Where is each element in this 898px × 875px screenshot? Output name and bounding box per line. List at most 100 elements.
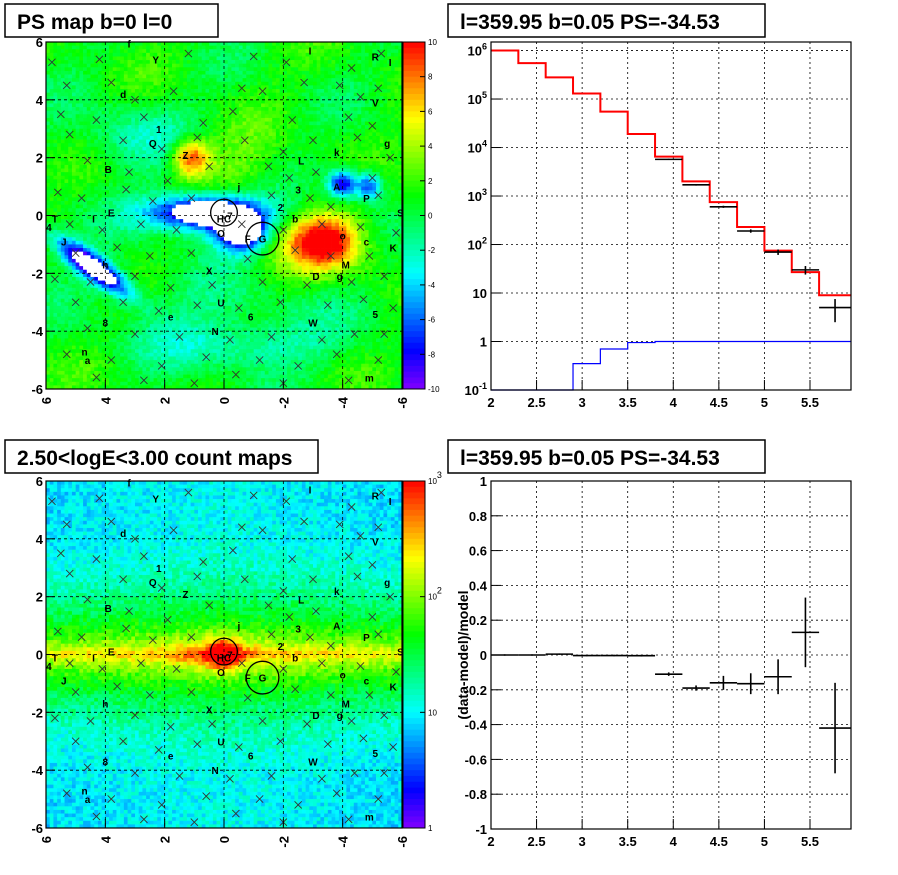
source-label: 1 [156,125,162,136]
source-label: 2 [278,203,284,214]
source-label: g [337,711,343,722]
source-label: E [108,209,115,220]
y-tick-label: 2 [36,590,43,605]
x-tick-label: 0 [217,836,232,843]
colorbar-cell [403,556,425,562]
source-label: I [92,653,95,664]
y-tick-label: -4 [31,763,43,778]
colorbar-cell [403,666,425,672]
colorbar-label: 10 [428,708,437,717]
source-label: Y [152,55,159,66]
source-label: W [308,318,318,329]
colorbar-cell [403,545,425,551]
colorbar-cell [403,82,425,88]
source-label: Z [182,151,188,162]
source-label: 8 [103,318,109,329]
source-label: k [334,587,340,598]
x-tick-label: 5 [761,834,768,849]
colorbar-cell [403,660,425,666]
colorbar-cell [403,504,425,510]
x-tick-label: 0 [217,397,232,404]
source-label: 6 [248,313,254,324]
colorbar-cell [403,77,425,83]
colorbar-cell [403,175,425,181]
colorbar-label: 10 [428,38,437,47]
source-label: F [245,674,251,685]
colorbar-cell [403,152,425,158]
colorbar-cell [403,285,425,291]
source-label: O [217,668,225,679]
colorbar-cell [403,741,425,747]
source-label: L [298,157,304,168]
colorbar-cell [403,291,425,297]
source-label: e [168,752,174,763]
x-tick-label: 2.5 [528,834,546,849]
spectrum-series-line [491,51,851,296]
colorbar-cell [403,325,425,331]
colorbar-cell [403,158,425,164]
colorbar-label: -6 [428,316,436,325]
colorbar-cell [403,655,425,661]
colorbar-cell [403,111,425,117]
source-label: j [236,622,240,633]
colorbar-cell [403,718,425,724]
source-label: 5 [373,310,379,321]
x-tick-label: 4 [98,396,113,404]
colorbar-label: -4 [428,281,436,290]
source-label: Q [149,578,157,589]
colorbar-cell [403,816,425,822]
colorbar-cell [403,626,425,632]
colorbar-label: -2 [428,246,436,255]
source-label: 3 [295,185,301,196]
colorbar-cell [403,753,425,759]
chart-title: PS map b=0 l=0 [17,11,172,34]
source-label: I [389,58,392,69]
source-label: X [206,266,213,277]
colorbar-cell [403,94,425,100]
colorbar-cell [403,349,425,355]
source-label: T [52,214,58,225]
colorbar-cell [403,383,425,389]
y-tick-label: 0.2 [469,613,487,628]
source-label: 7 [227,212,233,223]
x-tick-label: 2 [487,395,494,410]
source-label: b [292,653,298,664]
colorbar-cell [403,568,425,574]
colorbar-cell [403,42,425,48]
colorbar-cell [403,620,425,626]
x-tick-label: -2 [276,397,291,409]
colorbar-cell [403,279,425,285]
y-tick-label: 105 [468,90,487,107]
y-tick-label: 1 [480,474,487,489]
colorbar-cell [403,244,425,250]
y-tick-label: 103 [468,187,487,204]
colorbar-cell [403,637,425,643]
colorbar-cell [403,337,425,343]
source-label: D [312,272,319,283]
colorbar-cell [403,498,425,504]
source-label: I [309,47,312,58]
source-label: E [108,648,115,659]
colorbar-cell [403,331,425,337]
colorbar-cell [403,799,425,805]
colorbar-cell [403,59,425,65]
colorbar-cell [403,140,425,146]
colorbar-cell [403,135,425,141]
source-label: P [363,633,370,644]
source-label: K [389,682,397,693]
x-tick-label: 6 [39,836,54,843]
x-tick-label: -2 [276,836,291,848]
colorbar-cell [403,343,425,349]
source-label: m [365,373,374,384]
x-tick-label: 6 [39,397,54,404]
y-tick-label: 0.4 [469,578,488,593]
source-label: 7 [227,651,233,662]
colorbar-cell [403,320,425,326]
colorbar-cell [403,707,425,713]
colorbar-cell [403,262,425,268]
colorbar-cell [403,360,425,366]
source-label: M [341,261,349,272]
colorbar-cell [403,181,425,187]
source-label: d [120,529,126,540]
source-label: 6 [248,752,254,763]
